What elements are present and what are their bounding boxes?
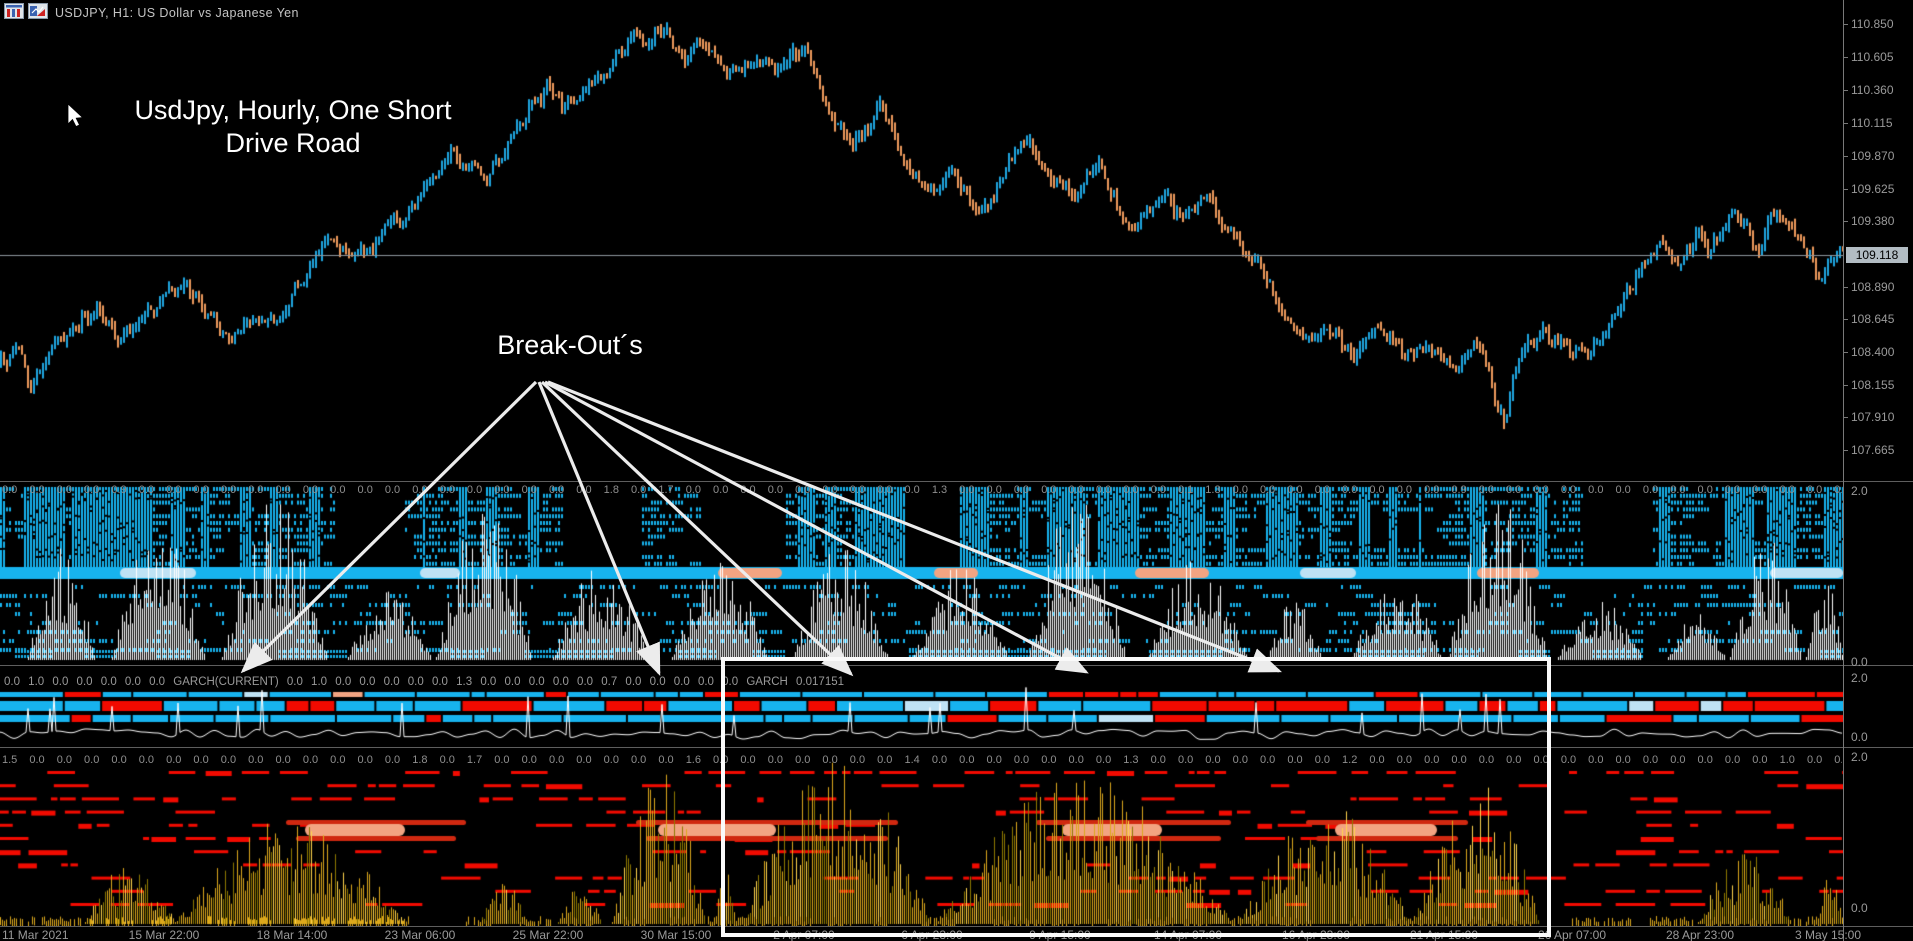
- price-label: 108.155: [1842, 378, 1895, 392]
- comment-line-1: UsdJpy, Hourly, One Short: [134, 95, 452, 125]
- time-label: 18 Mar 14:00: [256, 928, 328, 941]
- panel3-values-row: 1.5 0.0 0.0 0.0 0.0 0.0 0.0 0.0 0.0 0.0 …: [2, 754, 1842, 766]
- price-label: 110.360: [1843, 83, 1894, 97]
- price-label: 110.605: [1843, 50, 1894, 64]
- chart-title: USDJPY, H1: US Dollar vs Japanese Yen: [55, 6, 299, 20]
- time-label: 15 Mar 22:00: [128, 928, 200, 941]
- garch-indicator-panel[interactable]: [0, 666, 1843, 748]
- garch-scale-min: 0.0: [1851, 730, 1868, 744]
- time-axis[interactable]: 11 Mar 2021 15 Mar 22:00 18 Mar 14:00 23…: [0, 926, 1913, 941]
- indicator-panel-1[interactable]: [0, 482, 1843, 666]
- comment-line-2: Drive Road: [225, 128, 361, 158]
- panel1-scale-min: 0.0: [1851, 655, 1868, 669]
- main-price-chart[interactable]: [0, 0, 1843, 481]
- garch-label-row: 0.0 1.0 0.0 0.0 0.0 0.0 0.0 GARCH(CURREN…: [4, 676, 845, 688]
- price-label: 109.625: [1842, 182, 1895, 196]
- axis-separator: [0, 926, 1913, 927]
- price-label: 107.665: [1842, 443, 1895, 457]
- chart-comment-text: UsdJpy, Hourly, One Short Drive Road: [108, 94, 478, 160]
- panel1-scale-max: 2.0: [1851, 484, 1868, 498]
- price-label: 108.645: [1842, 312, 1895, 326]
- price-label: 108.890: [1842, 280, 1895, 294]
- current-price-badge: 109.118: [1846, 247, 1908, 263]
- panel-separator[interactable]: [0, 481, 1913, 482]
- highlight-rectangle: [721, 657, 1551, 937]
- time-label: 23 Mar 06:00: [384, 928, 456, 941]
- breakout-label: Break-Out´s: [497, 330, 643, 360]
- time-label: 3 May 15:00: [1794, 928, 1862, 941]
- panel-separator[interactable]: [0, 747, 1913, 748]
- time-label: 26 Apr 07:00: [1537, 928, 1607, 941]
- time-label: 11 Mar 2021: [2, 928, 69, 941]
- panel1-values-row: 0.0 0.0 0.0 0.0 0.9 0.0 0.0 0.0 0.0 0.0 …: [2, 484, 1842, 496]
- price-label: 108.400: [1842, 345, 1895, 359]
- garch-scale-max: 2.0: [1851, 671, 1868, 685]
- indicator-panel-3[interactable]: [0, 748, 1843, 926]
- panel3-scale-max: 2.0: [1851, 750, 1868, 764]
- price-label: 110.115: [1843, 116, 1893, 130]
- price-label: 109.380: [1842, 214, 1895, 228]
- chart-window-icon: [4, 3, 24, 19]
- price-axis[interactable]: 110.850 110.605 110.360 110.115 109.870 …: [1842, 0, 1913, 941]
- panel3-scale-min: 0.0: [1851, 901, 1868, 915]
- indicator-window-icon: [28, 3, 48, 19]
- time-label: 28 Apr 23:00: [1665, 928, 1735, 941]
- time-label: 30 Mar 15:00: [640, 928, 712, 941]
- price-label: 107.910: [1842, 410, 1895, 424]
- price-label: 110.850: [1843, 17, 1894, 31]
- time-label: 25 Mar 22:00: [512, 928, 584, 941]
- price-label: 109.870: [1842, 149, 1895, 163]
